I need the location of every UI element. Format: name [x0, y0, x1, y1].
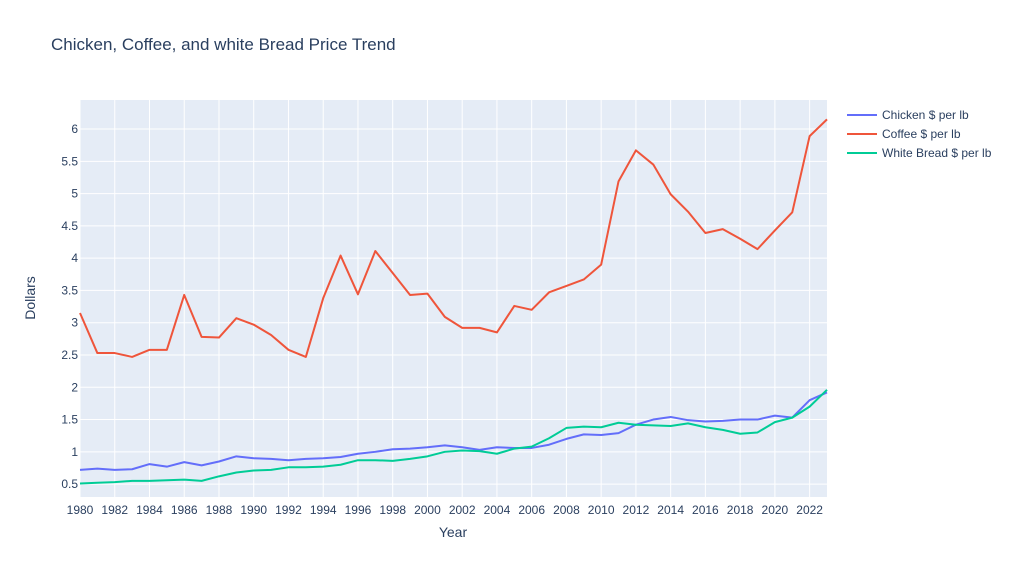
x-tick-label: 2014 — [657, 503, 684, 517]
x-tick-label: 1996 — [345, 503, 372, 517]
y-tick-label: 0.5 — [61, 477, 78, 491]
x-tick-label: 2016 — [692, 503, 719, 517]
y-tick-label: 5.5 — [61, 154, 78, 168]
x-tick-label: 1984 — [136, 503, 163, 517]
white-series-line — [79, 389, 828, 485]
legend-label: Chicken $ per lb — [882, 108, 969, 122]
y-tick-label: 1 — [71, 445, 78, 459]
x-tick-label: 2008 — [553, 503, 580, 517]
y-tick-label: 3.5 — [61, 283, 78, 297]
legend-item-chicken[interactable]: Chicken $ per lb — [847, 108, 969, 122]
legend-label: Coffee $ per lb — [882, 127, 961, 141]
x-tick-label: 2010 — [588, 503, 615, 517]
x-tick-label: 2018 — [727, 503, 754, 517]
legend-item-coffee[interactable]: Coffee $ per lb — [847, 127, 961, 141]
series-lines — [79, 118, 828, 485]
y-tick-label: 2.5 — [61, 348, 78, 362]
plot-area — [80, 100, 827, 497]
coffee-series-line — [79, 118, 828, 358]
x-tick-label: 2020 — [762, 503, 789, 517]
x-tick-label: 1982 — [101, 503, 128, 517]
y-tick-label: 3 — [71, 316, 78, 330]
x-tick-label: 2006 — [518, 503, 545, 517]
chicken-series-line — [79, 391, 828, 471]
x-tick-label: 2000 — [414, 503, 441, 517]
x-tick-label: 2022 — [796, 503, 823, 517]
x-tick-label: 1998 — [379, 503, 406, 517]
x-tick-label: 2012 — [623, 503, 650, 517]
x-tick-label: 1992 — [275, 503, 302, 517]
x-tick-label: 1988 — [206, 503, 233, 517]
y-gridlines — [80, 128, 827, 485]
x-tick-label: 1986 — [171, 503, 198, 517]
legend[interactable]: Chicken $ per lb Coffee $ per lb White Bre… — [847, 108, 992, 160]
x-tick-label: 1994 — [310, 503, 337, 517]
y-tick-labels: 0.5 1 1.5 2 2.5 3 3.5 4 4.5 5 5.5 6 — [61, 122, 78, 491]
legend-item-white[interactable]: White Bread $ per lb — [847, 146, 992, 160]
x-axis-title: Year — [439, 524, 468, 540]
y-tick-label: 4.5 — [61, 219, 78, 233]
y-tick-label: 4 — [71, 251, 78, 265]
x-tick-label: 2004 — [484, 503, 511, 517]
legend-label: White Bread $ per lb — [882, 146, 992, 160]
y-tick-label: 6 — [71, 122, 78, 136]
x-tick-label: 1990 — [240, 503, 267, 517]
y-tick-label: 1.5 — [61, 413, 78, 427]
x-tick-label: 2002 — [449, 503, 476, 517]
y-tick-label: 2 — [71, 380, 78, 394]
chart-title: Chicken, Coffee, and white Bread Price T… — [51, 35, 396, 54]
x-gridlines — [79, 100, 811, 497]
x-tick-label: 1980 — [67, 503, 94, 517]
x-tick-labels: 1980 1982 1984 1986 1988 1990 1992 1994 1996 1998… — [67, 503, 824, 517]
y-tick-label: 5 — [71, 187, 78, 201]
y-axis-title: Dollars — [22, 276, 38, 320]
